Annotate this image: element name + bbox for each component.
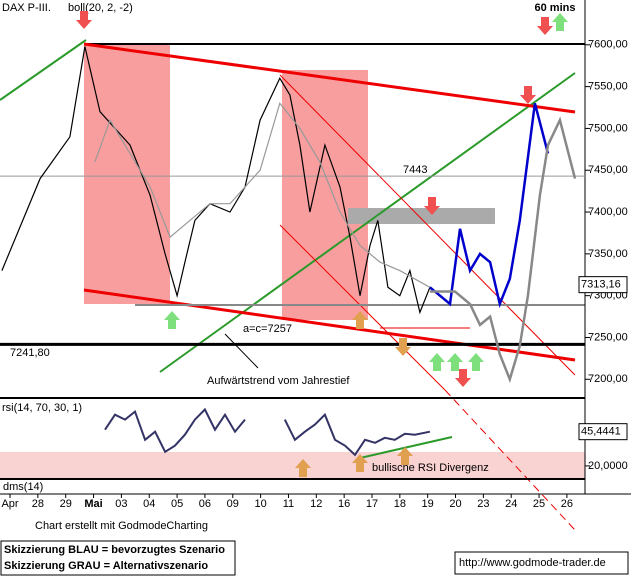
- x-tick-label: Apr: [1, 498, 18, 510]
- trendline: [279, 74, 576, 376]
- indicator-name: rsi(14, 70, 30, 1): [2, 402, 82, 414]
- trendline: [83, 42, 576, 114]
- series-line: [104, 407, 431, 457]
- annotation: Aufwärtstrend vom Jahrestief: [207, 375, 350, 387]
- zone: [84, 44, 170, 304]
- x-tick-label: Mai: [84, 498, 102, 510]
- y-tick-label: 20,0000: [588, 460, 628, 472]
- x-tick-label: 06: [199, 498, 211, 510]
- arrow: [552, 13, 568, 31]
- resistance-zone: [348, 208, 495, 224]
- y-tick-label: 7600,00: [588, 39, 628, 51]
- x-tick-label: 18: [394, 498, 406, 510]
- x-tick-label: 24: [505, 498, 517, 510]
- trendline: [83, 288, 576, 362]
- x-tick-label: 05: [171, 498, 183, 510]
- x-tick-label: 25: [533, 498, 545, 510]
- price-box: [578, 276, 628, 294]
- divergence-line: [359, 436, 453, 459]
- legend-entry: Skizzierung GRAU = Alternativszenario: [4, 560, 208, 572]
- x-tick-label: 10: [254, 498, 266, 510]
- arrow: [429, 353, 445, 371]
- legend-entry: Skizzierung BLAU = bevorzugtes Szenario: [4, 544, 225, 556]
- level-label: 7443: [403, 164, 427, 176]
- trendline: [444, 389, 576, 531]
- y-tick-label: 7500,00: [588, 122, 628, 134]
- price-label: 7313,16: [581, 279, 621, 291]
- arrow: [395, 338, 411, 356]
- x-tick-label: 29: [60, 498, 72, 510]
- trendline: [0, 39, 87, 101]
- y-tick-label: 7250,00: [588, 331, 628, 343]
- chart-title: DAX P-III.: [2, 2, 51, 14]
- x-tick-label: 09: [227, 498, 239, 510]
- y-tick-label: 7350,00: [588, 248, 628, 260]
- value-label: 45,4441: [581, 426, 621, 438]
- series-line: [429, 116, 577, 384]
- x-tick-label: 28: [32, 498, 44, 510]
- legend-box: [0, 540, 236, 576]
- arrow: [455, 369, 471, 387]
- arrow: [164, 311, 180, 329]
- arrow: [352, 454, 368, 472]
- indicator-label: dms(14): [3, 481, 43, 493]
- y-tick-label: 7550,00: [588, 81, 628, 93]
- trendline: [159, 72, 576, 373]
- x-tick-label: 17: [366, 498, 378, 510]
- arrow: [537, 17, 553, 35]
- trendline: [279, 224, 446, 391]
- x-tick-label: 16: [338, 498, 350, 510]
- arrow: [76, 11, 92, 29]
- x-tick-label: 03: [115, 498, 127, 510]
- x-tick-label: 23: [477, 498, 489, 510]
- arrow: [447, 353, 463, 371]
- series-line: [94, 102, 431, 288]
- arrow: [295, 459, 311, 477]
- series-line: [429, 102, 550, 309]
- pointer: [224, 333, 259, 369]
- level-label: 7241,80: [10, 347, 50, 359]
- x-tick-label: 19: [422, 498, 434, 510]
- x-tick-label: 26: [561, 498, 573, 510]
- indicator-name: boll(20, 2, -2): [68, 2, 133, 14]
- x-tick-label: 12: [310, 498, 322, 510]
- arrow: [520, 86, 536, 104]
- rsi-zone: [0, 452, 585, 478]
- arrow: [352, 311, 368, 329]
- arrow: [397, 447, 413, 465]
- value-box: [578, 423, 628, 441]
- y-tick-label: 7450,00: [588, 164, 628, 176]
- arrow: [424, 197, 440, 215]
- timeframe: 60 mins: [535, 2, 576, 14]
- url-box: [454, 551, 629, 575]
- x-tick-label: 20: [449, 498, 461, 510]
- annotation: bullische RSI Divergenz: [372, 462, 489, 474]
- y-tick-label: 7400,00: [588, 206, 628, 218]
- url: http://www.godmode-trader.de: [459, 557, 606, 569]
- arrow: [468, 353, 484, 371]
- x-tick-label: 04: [143, 498, 155, 510]
- x-tick-label: 11: [283, 498, 294, 510]
- annotation: a=c=7257: [243, 323, 292, 335]
- y-tick-label: 7200,00: [588, 373, 628, 385]
- footer: Chart erstellt mit GodmodeCharting: [35, 520, 208, 532]
- zone: [282, 70, 368, 320]
